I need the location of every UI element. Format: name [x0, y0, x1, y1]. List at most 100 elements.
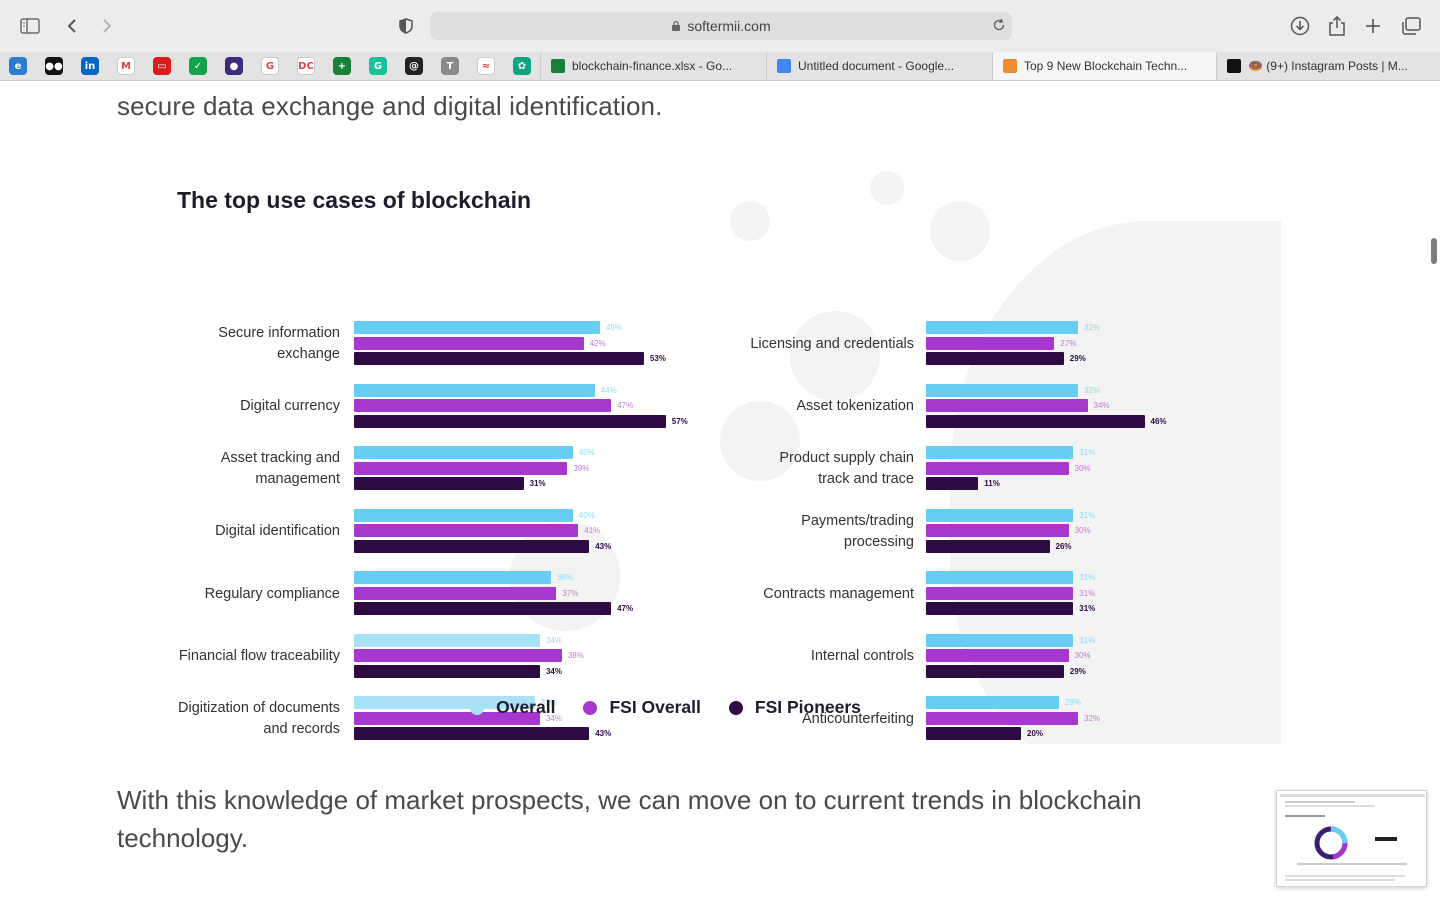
- purple-app-icon[interactable]: ●: [225, 57, 243, 75]
- chatgpt-icon[interactable]: ✿: [513, 57, 531, 75]
- gmail-icon[interactable]: M: [117, 57, 135, 75]
- bar-fsi-overall: [926, 524, 1069, 537]
- browser-toolbar: softermii.com: [0, 0, 1440, 52]
- category-label-line: Internal controls: [810, 648, 914, 664]
- bar-fsi-pioneers: [926, 477, 979, 490]
- sidebar-toggle-icon[interactable]: [17, 13, 43, 39]
- category-label: Digitization of documents and records: [178, 698, 340, 740]
- bar-value-label: 47%: [617, 604, 634, 613]
- bar-value-label: 31%: [1079, 635, 1096, 645]
- edge-icon[interactable]: e: [9, 57, 27, 75]
- sheets-plus-icon[interactable]: +: [333, 57, 351, 75]
- bar-value-label: 43%: [595, 541, 612, 551]
- red-app-icon[interactable]: ▭: [153, 57, 171, 75]
- sheets-icon: [551, 59, 565, 73]
- tab-label: Untitled document - Google...: [798, 59, 955, 73]
- browser-tab[interactable]: Top 9 New Blockchain Techn...: [992, 52, 1216, 80]
- bar-fsi-pioneers: [926, 727, 1021, 740]
- bar-value-label: 31%: [1079, 448, 1096, 457]
- bar-value-label: 29%: [1069, 666, 1086, 676]
- bar-overall: [926, 446, 1074, 459]
- bar-fsi-overall: [354, 336, 584, 350]
- checkmark-app-icon[interactable]: ✓: [189, 57, 207, 75]
- decor-circle: [930, 201, 990, 261]
- bar-fsi-overall: [354, 399, 612, 412]
- bar-fsi-pioneers: [354, 664, 540, 678]
- share-icon[interactable]: [1324, 13, 1350, 39]
- category-label-line: management: [255, 471, 340, 487]
- browser-tab[interactable]: Untitled document - Google...: [766, 52, 992, 80]
- t-app-icon[interactable]: T: [441, 57, 459, 75]
- bar-value-label: 33%: [540, 698, 557, 707]
- forward-arrow-icon[interactable]: [94, 13, 120, 39]
- chart-legend: Overall FSI Overall FSI Pioneers: [150, 697, 1231, 718]
- medium-icon[interactable]: ●●: [45, 57, 63, 75]
- bar-overall: [926, 321, 1078, 334]
- google-icon[interactable]: G: [261, 57, 279, 75]
- legend-dot-icon: [728, 700, 743, 715]
- preview-thumbnail-icon: [1280, 794, 1425, 881]
- new-tab-plus-icon[interactable]: [1360, 13, 1386, 39]
- bar-fsi-overall: [354, 711, 540, 725]
- category-label-line: Anticounterfeiting: [801, 710, 914, 727]
- bar-value-label: 20%: [1027, 729, 1044, 738]
- category-label: Secure information exchange: [218, 323, 340, 365]
- monday-icon[interactable]: ≈: [477, 57, 495, 75]
- category-label: Product supply chain track and trace: [779, 448, 914, 490]
- bar-fsi-pioneers: [926, 602, 1074, 615]
- reload-icon[interactable]: [992, 18, 1006, 35]
- bar-value-label: 44%: [600, 385, 617, 395]
- category-label-line: processing: [843, 533, 914, 550]
- bar-value-label: 29%: [1069, 354, 1086, 363]
- bar-fsi-overall: [354, 524, 579, 537]
- downloads-icon[interactable]: [1287, 13, 1313, 39]
- bar-value-label: 46%: [1150, 416, 1167, 426]
- picture-in-picture-preview[interactable]: [1276, 790, 1427, 887]
- category-label-line: exchange: [277, 346, 340, 362]
- bar-value-label: 31%: [1079, 588, 1096, 598]
- bar-value-label: 34%: [545, 635, 562, 645]
- bar-fsi-overall: [926, 711, 1078, 725]
- back-arrow-icon[interactable]: [59, 13, 85, 39]
- category-label: Financial flow traceability: [179, 646, 340, 667]
- tab-label: blockchain-finance.xlsx - Go...: [572, 59, 733, 73]
- address-bar[interactable]: softermii.com: [430, 12, 1012, 40]
- category-label-line: and records: [263, 721, 340, 737]
- chart-title: The top use cases of blockchain: [177, 187, 532, 213]
- bar-value-label: 39%: [573, 463, 590, 473]
- bar-value-label: 32%: [1084, 713, 1101, 723]
- grammarly-icon[interactable]: G: [369, 57, 387, 75]
- bar-overall: [926, 696, 1059, 709]
- legend-item-fsi-overall: FSI Overall: [583, 697, 701, 718]
- bar-fsi-pioneers: [926, 352, 1064, 365]
- legend-label: Overall: [496, 697, 556, 717]
- bar-value-label: 40%: [578, 510, 595, 520]
- category-label-line: Financial flow traceability: [178, 648, 340, 664]
- bar-fsi-overall: [354, 461, 568, 475]
- dc-icon[interactable]: DC: [297, 57, 315, 75]
- privacy-shield-icon[interactable]: [393, 13, 419, 39]
- bar-fsi-overall: [354, 649, 562, 662]
- category-label: Digital identification: [215, 521, 340, 542]
- bar-value-label: 32%: [1084, 385, 1101, 395]
- browser-tab[interactable]: blockchain-finance.xlsx - Go...: [540, 52, 766, 80]
- bar-fsi-overall: [926, 336, 1055, 350]
- category-label: Asset tracking and management: [221, 448, 340, 490]
- bar-fsi-overall: [354, 586, 557, 600]
- bar-fsi-overall: [926, 399, 1088, 412]
- tab-overview-icon[interactable]: [1398, 13, 1424, 39]
- bar-overall: [926, 508, 1074, 522]
- bar-overall: [354, 633, 540, 647]
- page-scrollbar[interactable]: [1431, 238, 1437, 264]
- bar-overall: [354, 508, 573, 522]
- bar-value-label: 31%: [1079, 510, 1096, 520]
- bar-value-label: 53%: [649, 354, 666, 363]
- linkedin-icon[interactable]: in: [81, 57, 99, 75]
- at-icon[interactable]: @: [405, 57, 423, 75]
- browser-tab[interactable]: 🍩 (9+) Instagram Posts | M...: [1216, 52, 1440, 80]
- bar-overall: [926, 633, 1074, 647]
- bar-value-label: 40%: [578, 448, 595, 457]
- softermii-icon: [1003, 59, 1017, 73]
- bar-value-label: 30%: [1074, 463, 1091, 473]
- tab-bar: e ●● in M ▭ ✓ ● G DC + G @ T ≈ ✿ blockchain-finance.xls…: [0, 52, 1440, 81]
